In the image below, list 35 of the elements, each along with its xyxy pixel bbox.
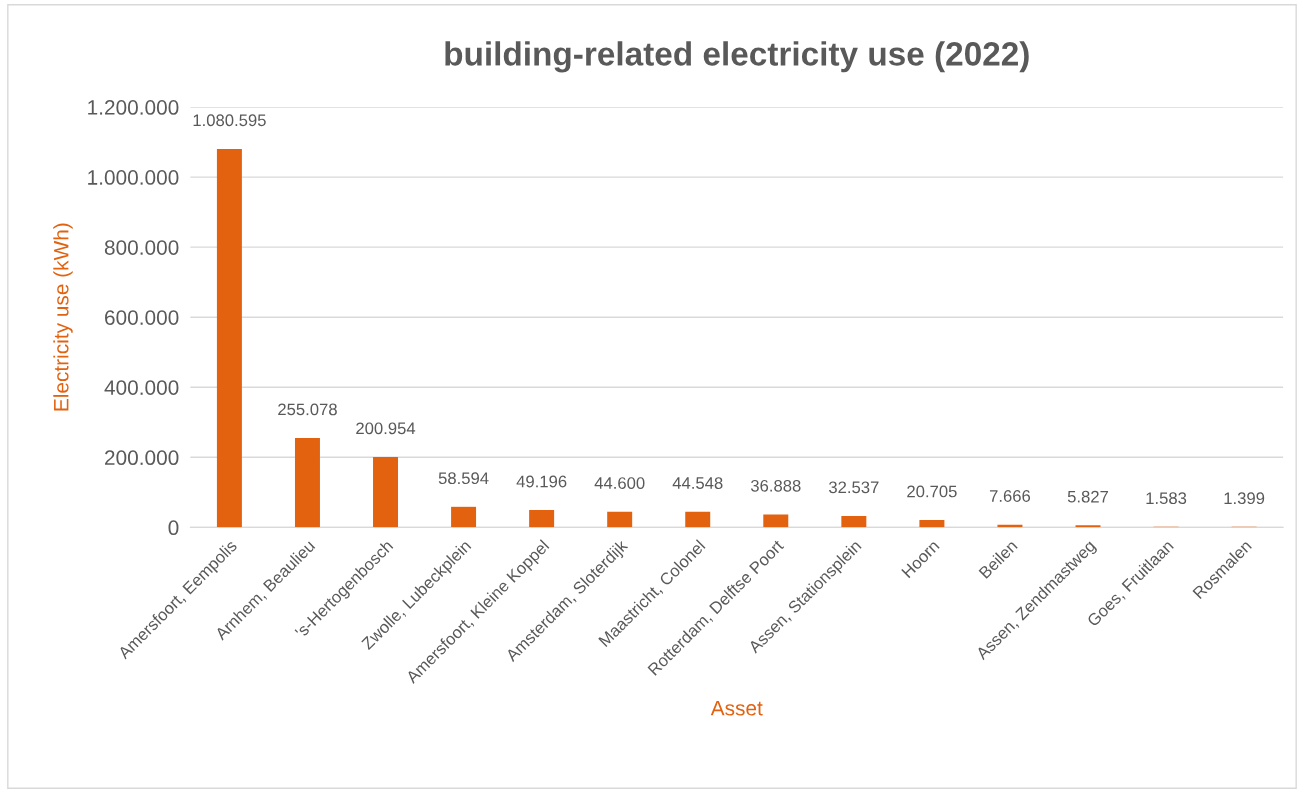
data-label: 1.080.595 (193, 114, 266, 127)
data-label: 32.537 (828, 481, 879, 494)
bar (607, 511, 633, 528)
bar (919, 520, 945, 528)
y-axis-title: Electricity use (kWh) (53, 223, 73, 411)
data-label: 1.583 (1146, 492, 1187, 505)
bar (529, 510, 555, 528)
data-label: 200.954 (356, 422, 416, 435)
y-tick-label: 400.000 (104, 380, 179, 395)
data-label: 255.078 (278, 403, 337, 416)
data-label: 1.399 (1224, 492, 1265, 505)
data-label: 7.666 (989, 490, 1031, 502)
data-label: 5.827 (1067, 490, 1109, 503)
bar (841, 515, 867, 528)
data-label: 36.888 (750, 479, 801, 492)
data-label: 44.548 (672, 477, 723, 489)
y-tick-label: 600.000 (105, 310, 179, 325)
y-tick-label: 800.000 (104, 240, 179, 255)
bar (685, 511, 711, 528)
chart-title: building-related electricity use (2022) (445, 41, 1029, 73)
y-tick-label: 1.200.000 (88, 100, 179, 115)
bar (451, 506, 477, 528)
y-tick-label: 200.000 (105, 450, 179, 466)
y-tick-label: 0 (168, 520, 179, 536)
y-tick-label: 1.000.000 (88, 170, 179, 185)
data-label: 20.705 (907, 485, 957, 498)
data-label: 58.594 (438, 472, 489, 485)
data-label: 44.600 (594, 477, 645, 489)
bar (373, 456, 399, 528)
x-axis-title: Asset (710, 701, 763, 716)
data-label: 49.196 (516, 475, 567, 488)
bar (763, 514, 789, 528)
bar (216, 148, 242, 528)
bar (1075, 525, 1101, 528)
bar (294, 438, 320, 528)
